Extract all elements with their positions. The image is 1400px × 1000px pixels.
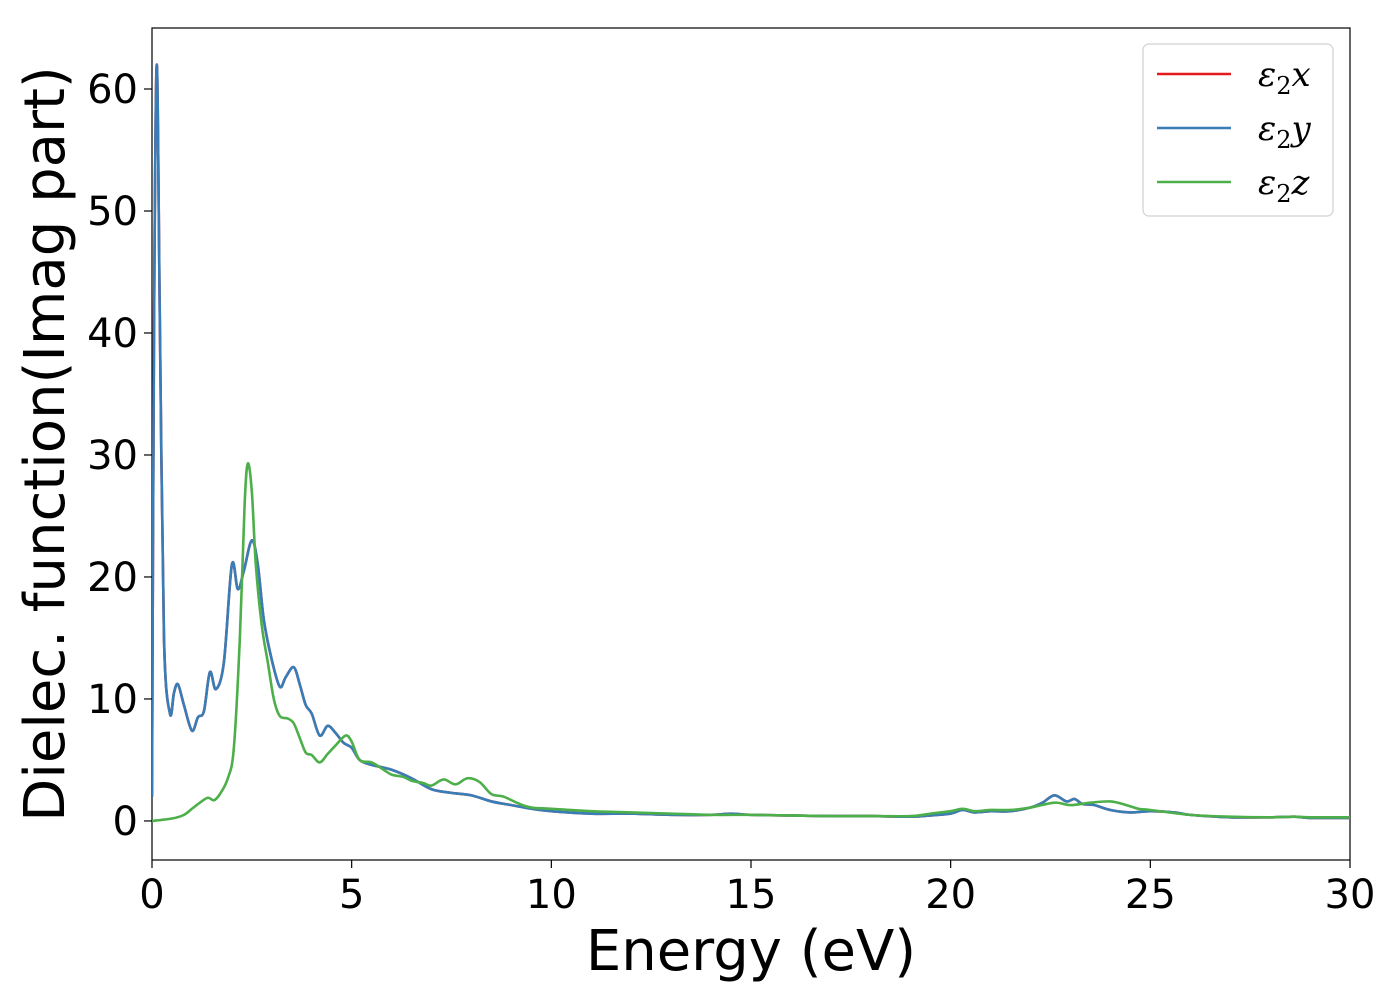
legend-label-axis: y <box>1290 109 1312 149</box>
x-tick-label: 20 <box>925 872 976 918</box>
y-tick-label: 50 <box>87 189 138 235</box>
legend-label-base: ε <box>1258 55 1276 95</box>
y-axis-ticks: 0 10 20 30 40 50 60 <box>87 67 152 845</box>
legend-label-base: ε <box>1258 109 1276 149</box>
series-layer <box>152 63 1350 823</box>
y-tick-label: 0 <box>113 799 138 845</box>
x-tick-label: 0 <box>139 872 164 918</box>
x-tick-label: 5 <box>339 872 364 918</box>
legend-label-y: ε2y <box>1258 109 1312 154</box>
legend-label-x: ε2x <box>1258 55 1311 100</box>
x-tick-label: 10 <box>526 872 577 918</box>
legend-label-sub: 2 <box>1276 72 1291 100</box>
legend-label-axis: x <box>1292 55 1311 95</box>
series-line-z <box>152 462 1350 823</box>
legend-frame <box>1142 43 1334 217</box>
y-axis-title: Dielec. function(Imag part) <box>13 66 78 822</box>
legend-label-axis: z <box>1291 163 1311 203</box>
legend-label-sub: 2 <box>1276 180 1291 208</box>
x-axis-ticks: 0 5 10 15 20 25 30 <box>139 860 1375 918</box>
x-tick-label: 25 <box>1125 872 1176 918</box>
legend-label-z: ε2z <box>1258 163 1311 208</box>
x-axis-title: Energy (eV) <box>586 919 916 984</box>
x-tick-label: 15 <box>726 872 777 918</box>
y-tick-label: 20 <box>87 555 138 601</box>
y-tick-label: 40 <box>87 311 138 357</box>
legend-label-sub: 2 <box>1276 126 1291 154</box>
legend-label-base: ε <box>1258 163 1276 203</box>
series-line-y <box>152 63 1350 820</box>
y-tick-label: 60 <box>87 67 138 113</box>
y-tick-label: 30 <box>87 433 138 479</box>
x-tick-label: 30 <box>1325 872 1376 918</box>
y-tick-label: 10 <box>87 677 138 723</box>
